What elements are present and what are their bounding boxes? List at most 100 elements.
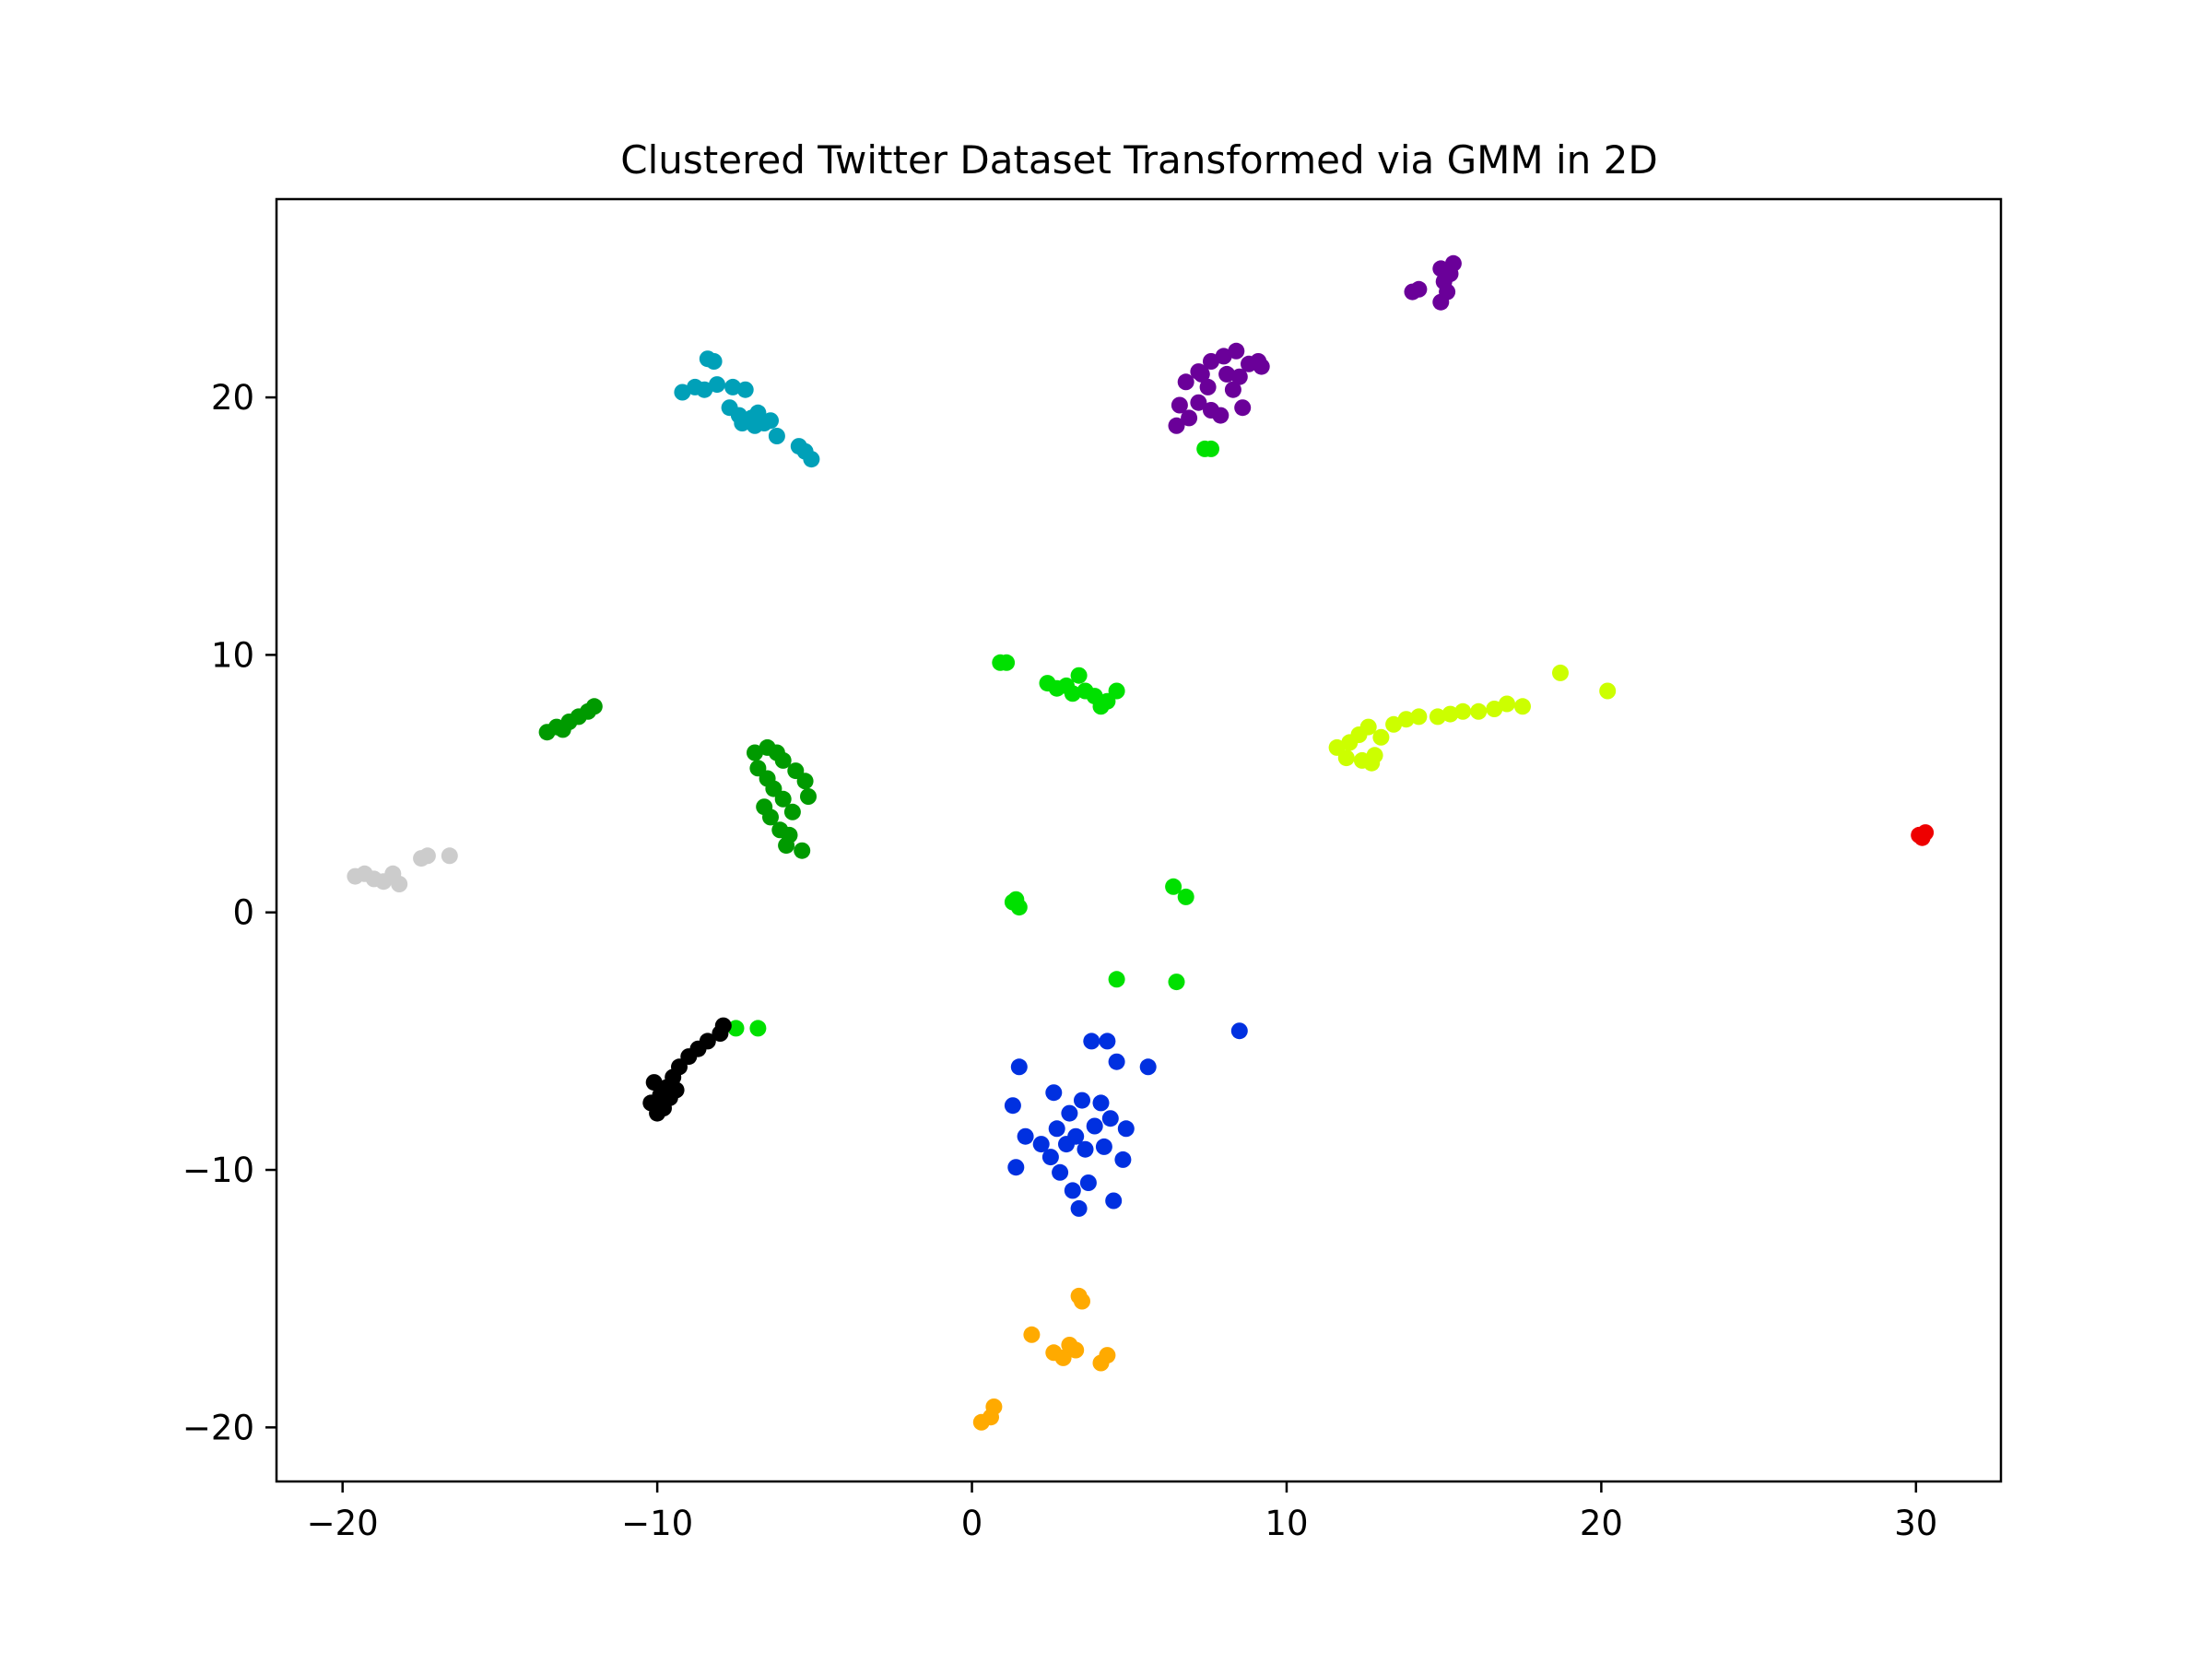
data-point [1486, 701, 1503, 717]
data-point [768, 428, 785, 444]
data-point [1250, 353, 1267, 370]
data-point [1499, 695, 1515, 713]
data-point [1048, 1120, 1065, 1138]
data-point [1168, 417, 1185, 434]
data-point [1099, 1033, 1116, 1050]
y-tick-label: 10 [211, 635, 254, 675]
data-point [1067, 1341, 1085, 1359]
data-point [1054, 1349, 1072, 1366]
data-point [762, 412, 779, 430]
data-point [1023, 1326, 1041, 1343]
data-point [1074, 1092, 1090, 1109]
data-point [1041, 1149, 1059, 1166]
data-point [1010, 1058, 1028, 1076]
data-point [1385, 715, 1403, 733]
y-tick-label: 0 [232, 893, 254, 933]
data-point [1470, 702, 1488, 720]
x-tick-label: 30 [1894, 1504, 1937, 1543]
data-point [1215, 348, 1232, 365]
data-point [1439, 283, 1456, 301]
data-point [1181, 409, 1198, 427]
data-point [734, 415, 751, 431]
data-point [1095, 1138, 1112, 1155]
data-point [803, 451, 820, 468]
data-point [1203, 440, 1219, 457]
data-point [1444, 254, 1462, 272]
data-point [778, 837, 795, 855]
data-point [1372, 728, 1390, 746]
data-point [1070, 1199, 1088, 1217]
data-point [1168, 974, 1185, 991]
data-point [1117, 1120, 1135, 1138]
data-point [391, 876, 408, 892]
points-layer [347, 254, 1935, 1431]
data-point [1234, 399, 1252, 417]
data-point [998, 654, 1016, 671]
data-point [1058, 1136, 1075, 1153]
data-point [1913, 829, 1931, 846]
data-point [1203, 353, 1219, 370]
data-point [1083, 1033, 1100, 1050]
data-point [736, 381, 754, 398]
data-point [585, 698, 603, 715]
x-axis-ticks: −20 −10 0 10 20 30 [307, 1481, 1937, 1543]
data-point [699, 1033, 716, 1050]
data-point [1230, 1022, 1248, 1040]
data-point [554, 721, 571, 738]
y-tick-label: −10 [182, 1151, 254, 1190]
y-tick-label: 20 [211, 378, 254, 418]
data-point [1032, 1136, 1050, 1153]
data-point [1108, 682, 1125, 700]
data-point [1441, 705, 1459, 723]
data-point [1404, 283, 1421, 301]
data-point [1007, 1159, 1025, 1176]
data-point [1363, 754, 1381, 772]
data-point [1230, 368, 1248, 385]
data-point [1077, 1140, 1094, 1158]
data-point [1218, 365, 1236, 383]
data-point [1359, 718, 1377, 736]
data-point [1212, 407, 1230, 424]
data-point [1079, 1174, 1097, 1191]
data-point [1429, 708, 1446, 726]
data-point [1171, 396, 1188, 414]
x-tick-label: −10 [621, 1504, 693, 1543]
data-point [747, 417, 763, 434]
data-point [783, 803, 801, 820]
data-point [1552, 664, 1569, 681]
data-point [800, 788, 817, 805]
data-point [774, 790, 792, 808]
data-point [1064, 685, 1081, 702]
data-point [774, 751, 792, 769]
data-point [1052, 1163, 1069, 1181]
data-point [709, 376, 725, 394]
data-point [747, 744, 763, 761]
data-point [1070, 667, 1088, 684]
data-point [985, 1398, 1003, 1415]
x-tick-label: 10 [1265, 1504, 1308, 1543]
data-point [1101, 1110, 1119, 1127]
data-point [1337, 749, 1355, 767]
y-axis-ticks: −20 −10 0 10 20 [182, 378, 276, 1447]
data-point [441, 847, 458, 865]
data-point [1007, 891, 1025, 908]
data-point [1105, 1192, 1123, 1210]
x-tick-label: −20 [307, 1504, 379, 1543]
data-point [1228, 342, 1245, 360]
data-point [645, 1074, 663, 1092]
data-point [1108, 1053, 1125, 1070]
data-point [674, 384, 691, 401]
data-point [1193, 365, 1210, 383]
x-tick-label: 0 [961, 1504, 983, 1543]
chart-title: Clustered Twitter Dataset Transformed vi… [620, 137, 1657, 183]
data-point [1177, 373, 1194, 391]
y-tick-label: −20 [182, 1408, 254, 1447]
data-point [1004, 1097, 1021, 1115]
data-point [1114, 1151, 1132, 1168]
data-point [1064, 1182, 1081, 1199]
data-point [1514, 698, 1531, 715]
data-point [794, 842, 811, 859]
data-point [1410, 708, 1428, 726]
